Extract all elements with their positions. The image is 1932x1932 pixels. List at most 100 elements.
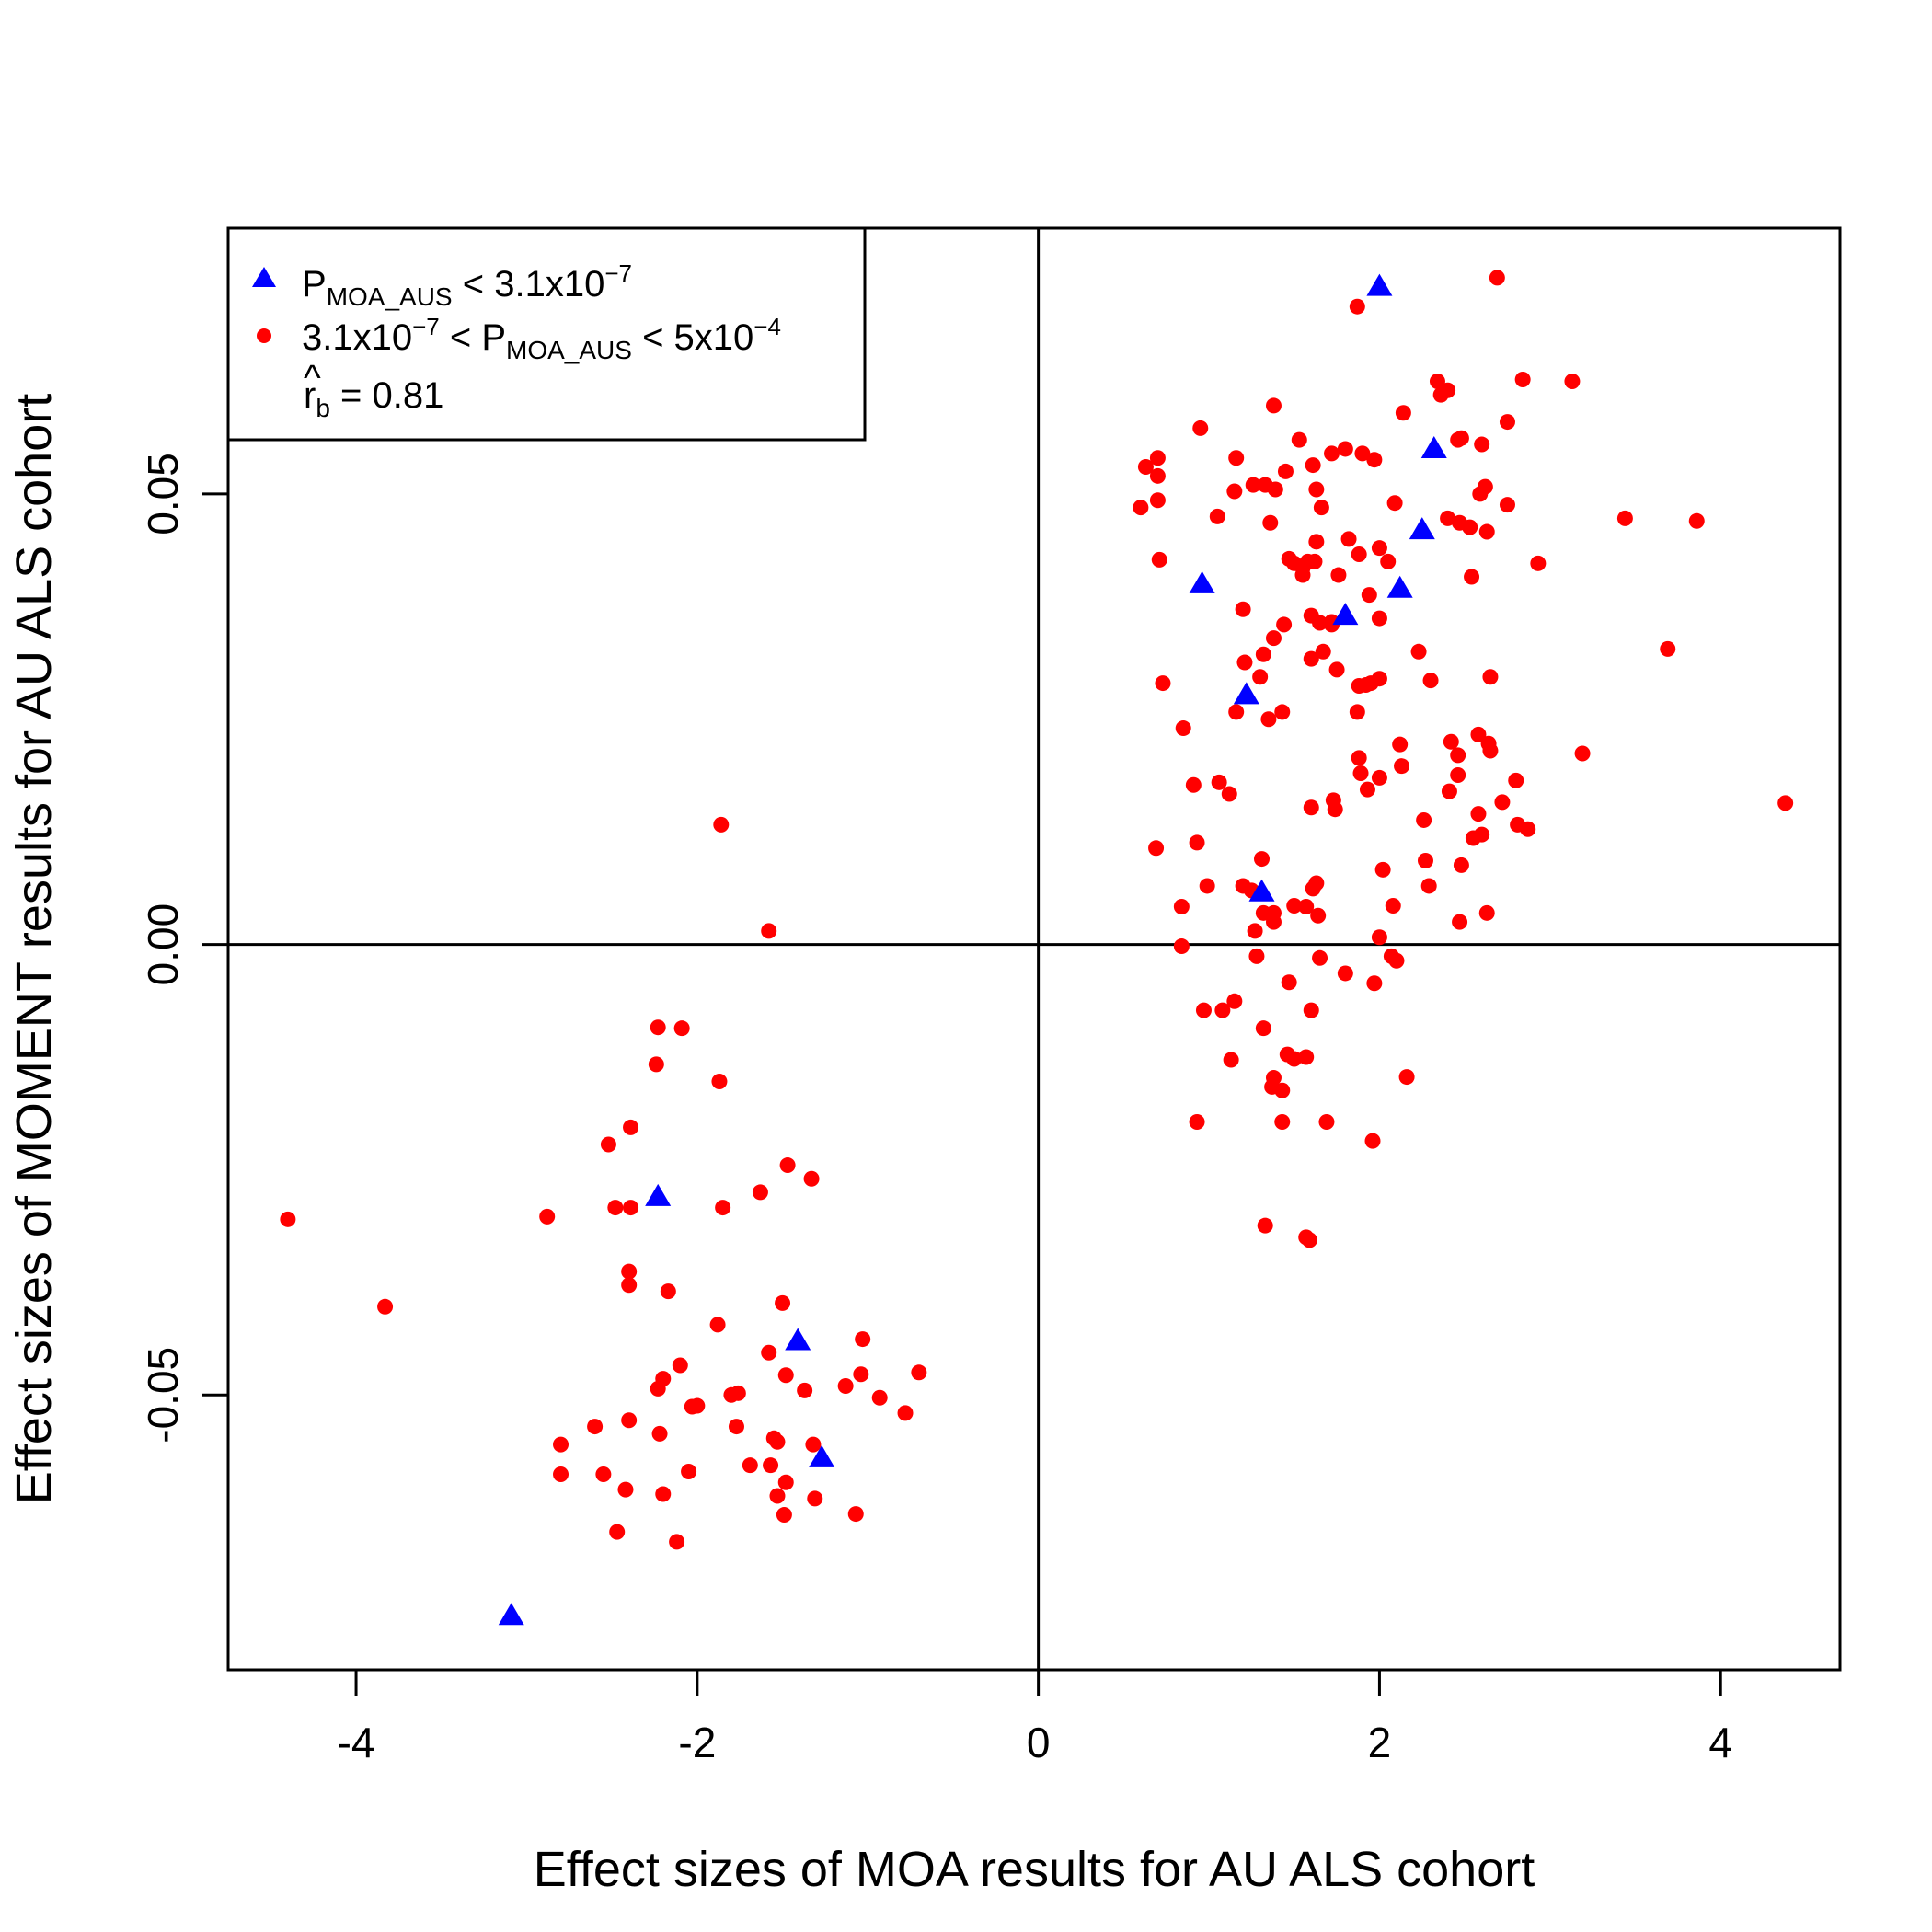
data-point-circle [1352,765,1369,782]
data-point-circle [1340,531,1357,547]
data-point-circle [1286,897,1303,914]
data-point-circle [761,923,777,939]
data-point-circle [1252,669,1269,685]
data-point-circle [1303,650,1319,667]
data-point-circle [779,1157,796,1174]
legend-entry-2-sup: −4 [753,313,781,340]
data-point-circle [777,1367,794,1384]
data-point-circle [803,1170,820,1187]
data-point-circle [1489,270,1505,286]
data-point-circle [1257,1217,1273,1234]
data-point-circle [681,1464,697,1480]
data-point-triangle [645,1183,672,1206]
data-point-circle [1310,907,1327,924]
data-point-circle [1151,551,1167,568]
data-point-circle [1422,673,1439,689]
data-point-circle [853,1366,869,1383]
data-point-circle [1291,431,1307,448]
data-point-circle [1464,569,1480,585]
data-point-circle [1301,1232,1317,1248]
data-point-circle [1247,923,1263,939]
data-point-circle [1294,567,1311,583]
x-tick-label: -4 [338,1719,375,1766]
data-point-circle [1195,1002,1212,1018]
data-point-circle [689,1397,706,1414]
data-point-circle [1315,643,1331,660]
data-point-triangle [1409,517,1435,540]
data-point-circle [1351,678,1367,695]
data-point-circle [1450,766,1466,783]
data-point-triangle [1233,682,1259,705]
data-point-circle [1420,878,1437,894]
data-point-circle [1137,459,1154,476]
data-point-circle [713,816,730,833]
legend-entry-2: 3.1x10−7 < PMOA_AUS < 5x10−4 [302,313,781,364]
data-point-circle [1245,477,1261,493]
data-point-circle [1440,382,1456,398]
data-point-circle [1514,372,1531,388]
data-point-circle [1308,534,1325,550]
legend-stat: rb = 0.81 [304,375,443,422]
data-point-circle [1236,654,1253,671]
legend-entry-2-before: 3.1x10 [302,317,412,358]
data-point-circle [1189,834,1205,851]
data-point-circle [1262,514,1279,531]
x-tick-label: 4 [1708,1719,1732,1766]
data-point-triangle [1366,273,1393,296]
legend-entry-1-after: < 3.1x10 [453,264,605,305]
data-point-circle [769,1433,786,1450]
data-point-circle [1478,904,1495,921]
data-point-circle [1371,610,1387,627]
data-point-circle [1364,1133,1381,1149]
data-point-circle [1312,615,1328,631]
data-point-circle [1472,486,1489,502]
data-point-circle [1260,711,1277,728]
data-point-circle [655,1486,672,1502]
data-point-circle [1149,467,1166,484]
data-point-circle [377,1298,394,1315]
data-point-circle [709,1317,726,1333]
data-point-circle [897,1405,914,1421]
data-point-triangle [1420,435,1447,458]
data-point-circle [715,1200,731,1216]
data-point-circle [797,1382,813,1398]
data-point-circle [1214,1002,1231,1018]
y-tick-label: -0.05 [139,1347,187,1443]
data-point-circle [1478,523,1495,540]
data-point-circle [617,1481,634,1498]
data-point-circle [777,1474,794,1490]
data-point-circle [1327,801,1343,818]
data-point-circle [1185,776,1202,793]
data-point-circle [1441,783,1457,799]
data-point-circle [1265,397,1282,414]
data-point-circle [1465,830,1481,846]
data-point-circle [1248,948,1265,964]
legend-entry-1: PMOA_AUS < 3.1x10−7 [302,259,632,311]
data-point-circle [752,1184,768,1201]
data-point-circle [1374,861,1391,878]
data-point-circle [1149,450,1166,466]
data-point-circle [651,1425,668,1442]
data-point-circle [1298,898,1315,914]
data-point-circle [1306,553,1323,569]
legend-entry-1-sup: −7 [604,259,632,287]
data-point-circle [1173,898,1190,914]
data-point-circle [1416,811,1432,828]
data-point-circle [1450,747,1466,764]
data-point-circle [763,1457,779,1474]
data-point-circle [553,1436,569,1453]
data-point-circle [1312,949,1328,966]
data-point-circle [1276,616,1293,633]
data-point-circle [1254,851,1271,868]
data-point-circle [1371,929,1387,946]
data-point-circle [1349,704,1365,720]
data-point-circle [1462,519,1478,535]
data-point-triangle [1189,570,1215,593]
data-point-circle [1221,786,1237,802]
legend-entry-2-after: < 5x10 [632,317,753,358]
data-point-circle [1330,567,1347,583]
data-point-circle [855,1331,871,1348]
data-point-triangle [1332,603,1359,626]
data-point-circle [1175,720,1191,737]
y-axis: -0.05 0.00 0.05 [139,453,228,1443]
